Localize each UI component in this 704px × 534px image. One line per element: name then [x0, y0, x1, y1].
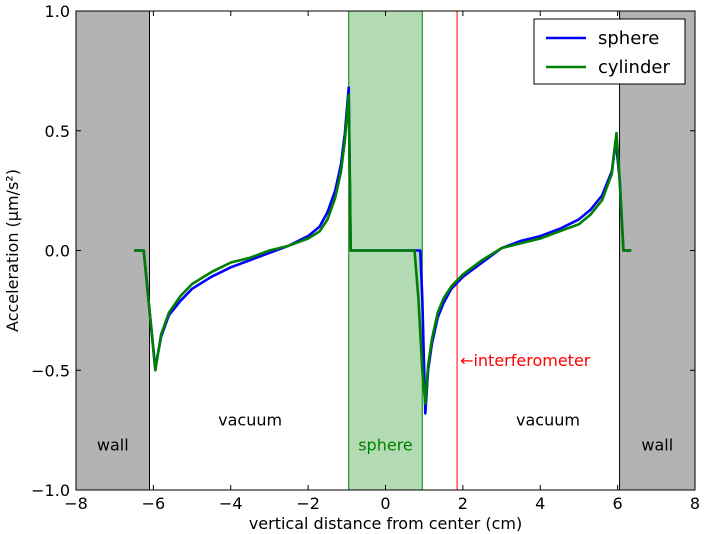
x-tick-label: −4 [219, 494, 243, 513]
y-tick-label: −1.0 [31, 481, 70, 500]
series-line-cylinder [134, 93, 632, 406]
y-tick-label: 0.0 [45, 242, 70, 261]
legend-box [533, 18, 686, 85]
y-axis-label: Acceleration (μm/s²) [3, 169, 22, 332]
interferometer-label: ←interferometer [460, 351, 591, 370]
region-label-sphere: sphere [358, 435, 413, 454]
y-tick-label: 0.5 [45, 122, 70, 141]
vacuum-label: vacuum [516, 410, 580, 429]
x-tick-label: 0 [380, 494, 390, 513]
x-tick-label: 8 [690, 494, 700, 513]
x-tick-label: 6 [613, 494, 623, 513]
vacuum-label: vacuum [218, 410, 282, 429]
region-label-wall: wall [97, 435, 129, 454]
x-tick-label: −2 [296, 494, 320, 513]
ticks-layer [75, 10, 696, 491]
legend: sphere cylinder [533, 18, 686, 85]
x-tick-label: −8 [64, 494, 88, 513]
y-tick-label: 1.0 [45, 2, 70, 21]
x-tick-label: 4 [535, 494, 545, 513]
x-axis-label: vertical distance from center (cm) [249, 514, 522, 533]
region-label-wall: wall [641, 435, 673, 454]
series-layer [134, 86, 632, 415]
legend-label-sphere: sphere [598, 28, 659, 49]
series-line-sphere [134, 86, 632, 415]
region-wall-2 [619, 11, 695, 490]
legend-label-cylinder: cylinder [598, 57, 670, 78]
labels-layer: wall sphere wall vacuum vacuum ←interferomete… [3, 2, 700, 533]
x-tick-label: 2 [458, 494, 468, 513]
x-tick-label: −6 [142, 494, 166, 513]
y-tick-label: −0.5 [31, 361, 70, 380]
